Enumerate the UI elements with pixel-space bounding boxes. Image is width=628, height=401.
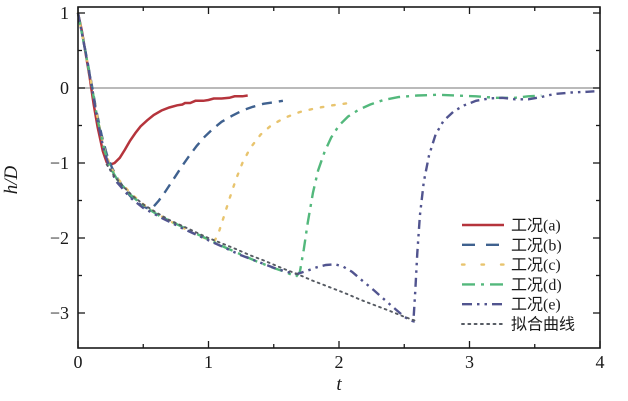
legend-label-3: 工况(c) xyxy=(511,257,561,274)
x-tick-label-4: 4 xyxy=(596,352,605,372)
series-line-4 xyxy=(76,12,542,279)
y-tick-label-1: 0 xyxy=(60,78,69,98)
y-tick-label-0: 1 xyxy=(60,3,69,23)
series-line-2 xyxy=(76,12,284,211)
y-axis-title: h/D xyxy=(1,165,22,194)
x-tick-label-3: 3 xyxy=(465,352,474,372)
series-line-3 xyxy=(76,11,351,242)
series-group xyxy=(76,11,601,323)
legend-label-5: 工况(e) xyxy=(511,297,561,314)
legend: 工况(a) 工况(b) 工况(c) 工况(d) 工况(e) 拟合曲线 xyxy=(460,218,575,334)
tick-labels: 0 1 2 3 4 1 0 −1 −2 −3 xyxy=(50,3,605,372)
legend-label-6: 拟合曲线 xyxy=(511,316,575,334)
y-tick-label-2: −1 xyxy=(50,153,69,173)
x-tick-label-2: 2 xyxy=(335,352,344,372)
series-line-1 xyxy=(76,12,248,166)
legend-label-2: 工况(b) xyxy=(511,237,562,254)
series-line-5 xyxy=(76,12,601,323)
legend-label-4: 工况(d) xyxy=(511,277,562,294)
y-tick-label-4: −3 xyxy=(50,303,69,323)
x-tick-label-1: 1 xyxy=(204,352,213,372)
series-line-6 xyxy=(105,163,416,322)
axis-ticks xyxy=(77,7,601,348)
y-tick-label-3: −2 xyxy=(50,228,69,248)
legend-label-1: 工况(a) xyxy=(511,218,561,235)
x-tick-label-0: 0 xyxy=(74,352,83,372)
x-axis-title: t xyxy=(336,374,342,395)
